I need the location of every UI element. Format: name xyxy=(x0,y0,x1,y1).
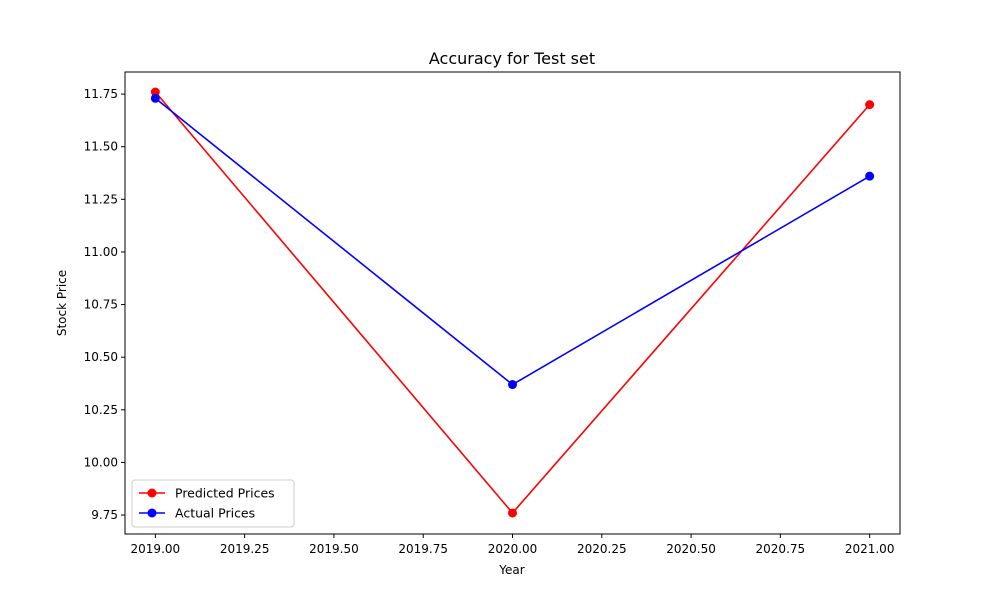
y-tick-label: 9.75 xyxy=(91,508,118,522)
data-point-actual-prices xyxy=(508,380,517,390)
y-tick-label: 10.00 xyxy=(84,455,118,469)
x-axis-label: Year xyxy=(498,563,524,577)
x-axis-ticks: 2019.00 2019.25 2019.50 2019.75 2020.00 2020.… xyxy=(131,534,895,556)
data-point-predicted-prices xyxy=(508,508,517,518)
y-axis-ticks: 9.75 10.00 10.25 10.50 10.75 11.00 11.25 11.50 1… xyxy=(84,87,125,522)
plot-area xyxy=(124,71,901,535)
series-layer xyxy=(150,87,875,518)
legend-swatch-marker-actual-prices xyxy=(147,508,157,518)
x-tick-label: 2020.00 xyxy=(488,542,538,556)
x-tick-label: 2020.50 xyxy=(666,542,716,556)
y-tick-label: 10.50 xyxy=(84,350,118,364)
y-tick-label: 10.25 xyxy=(84,403,118,417)
data-point-actual-prices xyxy=(150,93,160,103)
legend-box xyxy=(131,479,295,528)
data-point-predicted-prices xyxy=(865,100,875,110)
y-tick-label: 11.75 xyxy=(84,87,118,101)
legend-label-actual-prices: Actual Prices xyxy=(175,506,255,521)
x-tick-label: 2020.75 xyxy=(756,542,806,556)
plot-frame xyxy=(124,71,901,535)
y-tick-label: 11.50 xyxy=(84,140,118,154)
legend: Predicted Prices Actual Prices xyxy=(131,479,295,528)
x-tick-label: 2019.00 xyxy=(131,542,181,556)
series-line-predicted-prices xyxy=(154,91,871,515)
y-tick-label: 11.25 xyxy=(84,192,118,206)
x-tick-label: 2019.50 xyxy=(309,542,359,556)
legend-swatch-marker-predicted-prices xyxy=(147,488,157,498)
series-line-actual-prices xyxy=(154,97,871,386)
data-point-predicted-prices xyxy=(150,87,160,97)
data-point-actual-prices xyxy=(865,171,875,181)
x-tick-label: 2021.00 xyxy=(845,542,895,556)
y-tick-label: 10.75 xyxy=(84,298,118,312)
x-tick-label: 2020.25 xyxy=(577,542,627,556)
x-tick-label: 2019.75 xyxy=(398,542,448,556)
chart-title: Accuracy for Test set xyxy=(429,49,595,68)
x-tick-label: 2019.25 xyxy=(220,542,270,556)
y-tick-label: 11.00 xyxy=(84,245,118,259)
y-axis-label: Stock Price xyxy=(55,270,69,336)
legend-label-predicted-prices: Predicted Prices xyxy=(175,486,275,501)
